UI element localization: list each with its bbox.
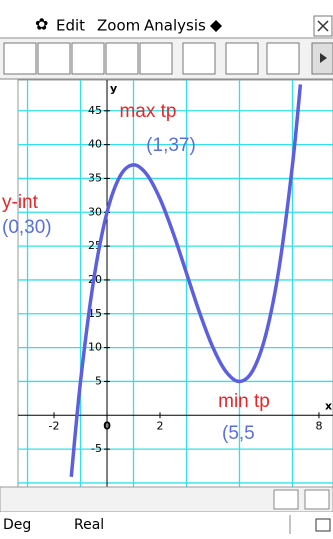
calculator-screen: ✿ Edit Zoom Analysis yx-5510152025303540… <box>0 0 333 535</box>
annotation: (1,37) <box>146 135 196 156</box>
y-tick-label: 40 <box>88 138 102 151</box>
annotation: (0,30) <box>2 217 52 238</box>
y-tick-label: 35 <box>88 171 102 184</box>
copy-button[interactable] <box>274 490 298 509</box>
axis-label: x <box>325 399 332 412</box>
tool-button[interactable] <box>38 43 70 74</box>
menu-item[interactable]: Analysis <box>144 17 206 35</box>
paste-button[interactable] <box>305 490 329 509</box>
tool-button[interactable] <box>72 43 104 74</box>
x-tick-label: -2 <box>49 419 60 432</box>
y-tick-label: -5 <box>91 442 102 455</box>
axis-label: y <box>110 82 117 95</box>
y-tick-label: 30 <box>88 205 102 218</box>
x-tick-label: 2 <box>157 419 164 432</box>
annotation: max tp <box>119 101 176 122</box>
menu-item[interactable]: Zoom <box>97 17 140 35</box>
annotation: min tp <box>218 391 270 412</box>
y-tick-label: 10 <box>88 341 102 354</box>
angle-mode: Deg <box>3 517 31 533</box>
number-mode: Real <box>74 517 104 533</box>
y-tick-label: 5 <box>95 374 102 387</box>
tool-button[interactable] <box>267 43 299 74</box>
settings-icon[interactable]: ✿ <box>35 15 48 34</box>
toolbar-buttons <box>4 43 333 74</box>
tool-button[interactable] <box>226 43 258 74</box>
tool-button[interactable] <box>4 43 36 74</box>
y-tick-label: 45 <box>88 104 102 117</box>
annotation: y-int <box>2 192 39 213</box>
tool-button[interactable] <box>183 43 215 74</box>
annotation: (5,5 <box>222 423 255 444</box>
x-tick-label: 0 <box>103 419 111 432</box>
tool-button[interactable] <box>106 43 138 74</box>
menu-item[interactable]: Edit <box>56 17 85 35</box>
status-bar <box>0 512 333 535</box>
x-tick-label: 8 <box>315 419 322 432</box>
tool-button[interactable] <box>140 43 172 74</box>
